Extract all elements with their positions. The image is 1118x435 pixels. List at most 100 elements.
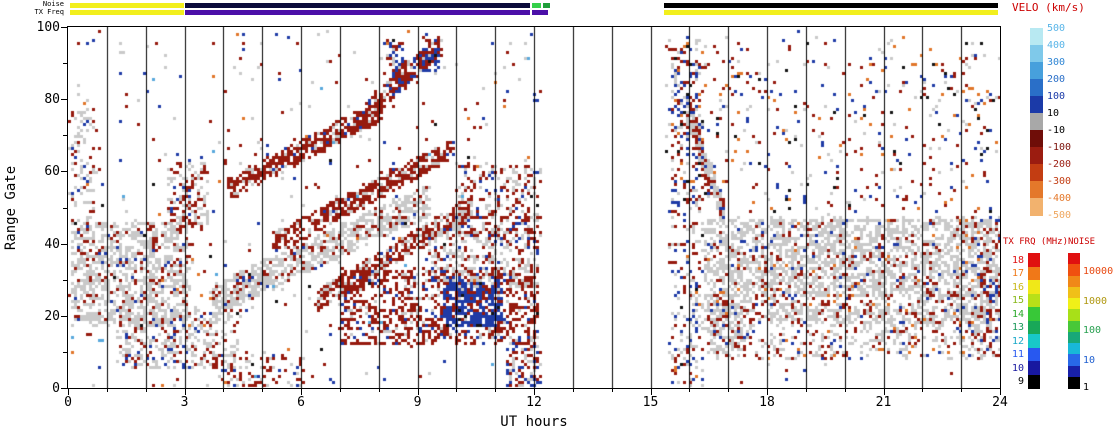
noise-colorbar-segment [1068,275,1080,288]
y-tick-label: 40 [44,236,60,252]
y-minor-tick-mark [63,279,67,281]
velo-colorbar-label: 200 [1047,74,1066,85]
y-tick-label: 100 [36,20,60,35]
tx-frq-colorbar-label: 13 [1011,322,1024,334]
noise-colorbar [1068,253,1080,389]
y-tick-mark [61,243,67,245]
tx-frq-colorbar-segment [1028,374,1040,389]
velo-colorbar-label: 500 [1047,23,1066,34]
velo-colorbar-label: -500 [1047,210,1072,221]
noise-status-segment [69,3,185,8]
velo-colorbar-label: -200 [1047,159,1072,170]
x-tick-label: 21 [875,395,892,410]
tx-frq-colorbar-label: 12 [1011,335,1024,347]
noise-colorbar-segment [1068,365,1080,378]
x-minor-tick-mark [339,389,341,392]
tx-frq-colorbar-segment [1028,293,1040,308]
tx-frq-colorbar-label: 11 [1011,349,1024,361]
x-tick-mark [534,389,535,395]
y-tick-mark [61,315,67,317]
velo-colorbar-segment [1030,45,1043,63]
tx-frq-colorbar-segment [1028,334,1040,348]
y-tick-mark [61,27,67,28]
x-tick-label: 15 [642,395,659,410]
noise-colorbar-label: 100 [1083,325,1102,337]
y-tick-mark [61,388,67,389]
x-axis-title: UT hours [500,414,568,430]
noise-colorbar-segment [1068,298,1080,310]
noise-colorbar-segment [1068,331,1080,344]
x-minor-tick-mark [572,389,574,392]
noise-status-segment [542,3,550,8]
noise-colorbar-segment [1068,309,1080,321]
x-minor-tick-mark [145,389,147,392]
tx-frq-colorbar-segment [1028,347,1040,362]
noise-status-segment [664,3,999,8]
velocity-scatter-canvas [68,27,1000,388]
noise-status-segment [184,3,531,8]
x-minor-tick-mark [728,389,730,392]
x-minor-tick-mark [689,389,691,392]
x-tick-mark [883,389,885,395]
x-tick-mark [650,389,652,395]
noise-colorbar-segment [1068,286,1080,299]
velo-colorbar-label: -300 [1047,176,1072,187]
noise-status-bar-label: Noise [42,0,64,8]
noise-colorbar-segment [1068,253,1080,265]
x-tick-mark [301,389,302,395]
x-tick-label: 12 [526,395,542,410]
x-tick-label: 9 [413,395,422,410]
x-tick-label: 24 [992,395,1008,410]
noise-colorbar-label: 1000 [1083,295,1108,307]
plot-frame [67,26,1001,389]
x-tick-mark [417,389,419,395]
velo-colorbar-segment [1030,198,1043,216]
tx-freq-status-bar [68,10,1000,15]
velo-colorbar-label: 400 [1047,40,1066,51]
velo-colorbar-label: 100 [1047,91,1066,102]
tx-freq-status-segment [184,10,531,15]
noise-colorbar-label: 1 [1083,382,1090,393]
tx-frq-colorbar-label: 9 [1017,376,1024,388]
tx-frq-colorbar-segment [1028,307,1040,321]
noise-status-bar [68,3,1000,8]
y-minor-tick-mark [63,63,67,65]
x-tick-mark [184,389,186,395]
x-tick-label: 3 [180,395,189,410]
velo-colorbar-segment [1030,28,1043,46]
x-tick-label: 6 [297,395,305,410]
y-tick-mark [61,99,67,101]
velo-colorbar-segment [1030,164,1043,182]
noise-status-segment [532,3,541,8]
x-minor-tick-mark [106,389,108,392]
velocity-colorbar-title: VELO (km/s) [1012,1,1085,14]
x-tick-mark [767,389,768,395]
noise-colorbar-segment [1068,343,1080,355]
tx-frq-colorbar-label: 16 [1011,281,1024,293]
tx-frq-colorbar-segment [1028,253,1040,267]
noise-colorbar-segment [1068,376,1080,389]
velo-colorbar-segment [1030,96,1043,114]
velo-colorbar-segment [1030,62,1043,80]
tx-freq-status-segment [69,10,185,15]
velo-colorbar-label: -10 [1047,125,1066,136]
tx-frq-colorbar-segment [1028,361,1040,375]
tx-frq-colorbar-segment [1028,266,1040,281]
tx-frq-colorbar-label: 18 [1011,254,1024,266]
velo-colorbar-label: -100 [1047,142,1072,153]
y-minor-tick-mark [63,135,67,137]
x-tick-label: 0 [64,395,72,410]
velo-colorbar-label: -400 [1047,193,1072,204]
x-minor-tick-mark [223,389,225,392]
velocity-colorbar [1030,28,1043,216]
x-minor-tick-mark [456,389,458,392]
x-minor-tick-mark [611,389,613,392]
x-minor-tick-mark [922,389,924,392]
y-axis-title: Range Gate [3,165,19,251]
x-tick-mark [68,389,69,395]
x-minor-tick-mark [805,389,807,392]
y-tick-label: 80 [44,92,60,108]
x-minor-tick-mark [495,389,497,392]
tx-freq-status-bar-label: TX Freq [34,8,64,16]
noise-colorbar-title: NOISE [1068,237,1096,247]
